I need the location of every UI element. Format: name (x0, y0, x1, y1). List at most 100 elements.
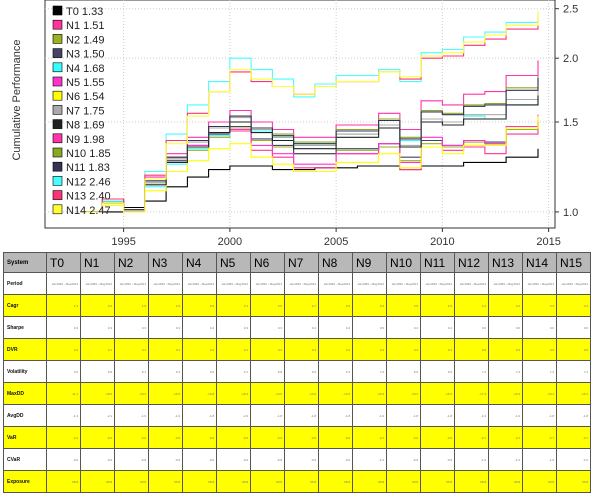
table-cell: 99.8 (250, 470, 285, 493)
table-cell: 2.1 (216, 294, 251, 317)
table-cell: 0.6 (488, 316, 523, 339)
y-tick-label: 2.5 (563, 4, 578, 16)
table-cell: 99.8 (46, 470, 81, 493)
legend-label-n2: N2 1.49 (66, 34, 105, 46)
table-cell: 6.3 (148, 360, 183, 383)
table-cell: 4.2 (488, 294, 523, 317)
table-cell: 0.3 (250, 316, 285, 339)
table-cell: 7.2 (556, 360, 591, 383)
table-cell: -1.8 (284, 404, 319, 427)
table-cell: 6.1 (114, 360, 149, 383)
table-cell: 99.8 (420, 470, 455, 493)
table-cell: 0.1 (114, 338, 149, 361)
row-label: Volatility (3, 360, 47, 383)
table-cell: 0.3 (148, 316, 183, 339)
legend-swatch-n6 (52, 90, 63, 101)
table-cell: -0.6 (46, 448, 81, 471)
table-cell: 99.8 (114, 470, 149, 493)
legend-swatch-n13 (52, 190, 63, 200)
table-cell: Jan1993 - May2014 (522, 272, 557, 295)
table-header-n14: N14 (522, 252, 557, 273)
table-cell: 6.6 (284, 360, 319, 383)
table-cell: 6.6 (386, 360, 421, 383)
table-cell: -0.9 (216, 448, 251, 471)
table-cell: -0.6 (114, 426, 149, 449)
table-cell: 0.4 (420, 316, 455, 339)
table-cell: -1.8 (318, 404, 353, 427)
table-cell: -1.0 (556, 448, 591, 471)
legend-swatch-n1 (52, 19, 63, 30)
series-line-n14 (81, 11, 539, 213)
table-header-n13: N13 (488, 252, 523, 273)
table-cell: -0.9 (318, 448, 353, 471)
table-cell: 0.3 (114, 316, 149, 339)
table-cell: Jan1993 - May2014 (556, 272, 591, 295)
legend-swatch-n11 (52, 161, 63, 172)
table-cell: 1.9 (148, 294, 183, 317)
table-cell: 6.7 (216, 360, 251, 383)
plot-area (44, 0, 556, 229)
x-tick-label: 2005 (324, 236, 348, 248)
legend-label-n7: N7 1.75 (66, 105, 105, 117)
table-cell: 0.2 (250, 338, 285, 361)
table-cell: 0.6 (556, 316, 591, 339)
table-header-t0: T0 (46, 252, 81, 273)
table-cell: -0.6 (386, 426, 421, 449)
table-cell: 0.3 (182, 338, 217, 361)
table-cell: -0.6 (148, 426, 183, 449)
table-cell: -14.5 (318, 382, 353, 405)
table-cell: 1.9 (114, 294, 149, 317)
y-tick-label: 1.5 (563, 117, 578, 129)
table-cell: 0.3 (284, 338, 319, 361)
table-cell: 0.5 (522, 338, 557, 361)
table-cell: 0.3 (80, 316, 115, 339)
table-cell: 99.8 (148, 470, 183, 493)
table-header-n3: N3 (148, 252, 183, 273)
table-header-n2: N2 (114, 252, 149, 273)
x-tick-label: 2010 (430, 236, 454, 248)
table-cell: 0.6 (454, 316, 489, 339)
table-header-system: System (3, 252, 47, 273)
table-cell: Jan1993 - May2014 (420, 272, 455, 295)
x-tick-label: 2000 (218, 236, 242, 248)
table-cell: 5.8 (250, 360, 285, 383)
table-cell: Jan1993 - May2014 (46, 272, 81, 295)
legend-swatch-n2 (52, 34, 63, 44)
table-row-cagr: Cagr 1.4 2.0 1.9 1.9 2.5 2.1 2.0 2.7 2.5 3.3 2.9 2.9… (3, 294, 591, 317)
table-cell: -0.8 (114, 448, 149, 471)
table-cell: -1.0 (488, 448, 523, 471)
row-label: Sharpe (3, 316, 47, 339)
table-cell: -0.9 (386, 448, 421, 471)
table-header-n5: N5 (216, 252, 251, 273)
table-cell: 7.0 (352, 360, 387, 383)
table-cell: -0.7 (488, 426, 523, 449)
table-cell: -17.3 (454, 382, 489, 405)
legend-swatch-n14 (52, 204, 63, 215)
table-cell: -1.9 (454, 404, 489, 427)
series-line-n7 (81, 87, 539, 213)
table-cell: -1.9 (148, 404, 183, 427)
table-cell: -1.8 (556, 404, 591, 427)
table-cell: 2.9 (386, 294, 421, 317)
table-cell: 0.4 (386, 316, 421, 339)
table-header-n6: N6 (250, 252, 285, 273)
table-cell: -0.9 (420, 448, 455, 471)
table-cell: -1.8 (182, 404, 217, 427)
table-cell: -1.3 (46, 404, 81, 427)
table-cell: -16.4 (488, 382, 523, 405)
table-cell: Jan1993 - May2014 (454, 272, 489, 295)
table-cell: Jan1993 - May2014 (318, 272, 353, 295)
table-cell: 2.5 (182, 294, 217, 317)
table-header-n8: N8 (318, 252, 353, 273)
table-cell: 0.1 (80, 338, 115, 361)
table-cell: -18.5 (80, 382, 115, 405)
row-label: MaxDD (3, 382, 47, 405)
series-line-t0 (81, 148, 539, 213)
legend-label-n8: N8 1.69 (66, 120, 105, 132)
table-header-n11: N11 (420, 252, 455, 273)
row-label: DVR (3, 338, 47, 361)
table-cell: 0.4 (182, 316, 217, 339)
table-cell: 2.0 (80, 294, 115, 317)
table-cell: -0.7 (522, 426, 557, 449)
table-cell: 99.8 (182, 470, 217, 493)
